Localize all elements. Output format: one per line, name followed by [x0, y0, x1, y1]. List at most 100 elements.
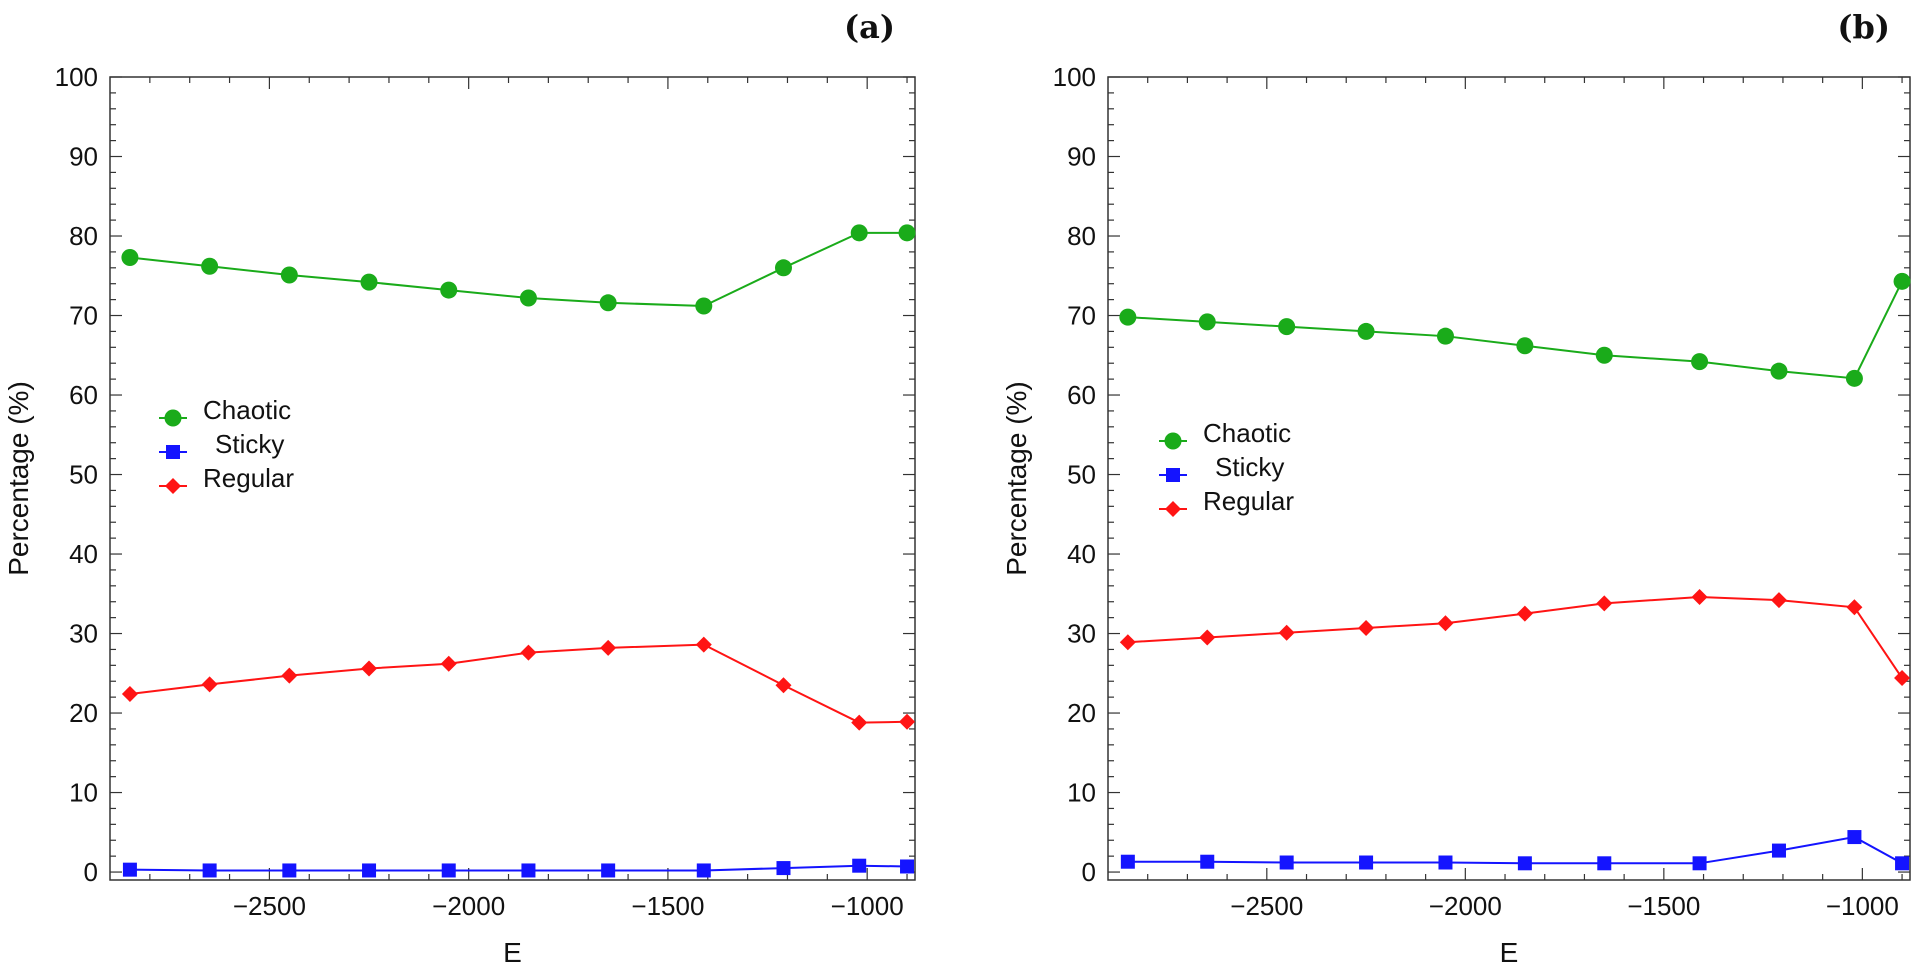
- x-tick-label: −2500: [233, 891, 306, 921]
- y-tick-label: 60: [69, 380, 98, 410]
- regular-series-line: [1127, 595, 1903, 679]
- x-axis-title: E: [1500, 937, 1519, 966]
- legend: Chaotic Sticky Regular: [1159, 418, 1294, 517]
- regular-data-point: [1119, 634, 1136, 651]
- regular-data-point: [1691, 588, 1708, 605]
- y-tick-label: 10: [1067, 778, 1096, 808]
- chaotic-data-point: [1278, 318, 1296, 336]
- sticky-data-point: [122, 862, 137, 877]
- sticky-data-point: [1279, 855, 1294, 870]
- chaotic-data-point: [1770, 362, 1788, 380]
- sticky-data-point: [852, 858, 867, 873]
- y-tick-label: 30: [1067, 619, 1096, 649]
- sticky-data-point: [521, 863, 536, 878]
- chaotic-data-point: [1198, 313, 1216, 331]
- sticky-data-point: [900, 859, 915, 874]
- legend-sticky-marker: [166, 445, 180, 459]
- legend-regular-label: Regular: [1203, 486, 1294, 516]
- sticky-data-point: [362, 863, 377, 878]
- y-tick-label: 60: [1067, 380, 1096, 410]
- x-tick-label: −2000: [432, 891, 505, 921]
- panel-label: (b): [1837, 8, 1890, 46]
- chaotic-data-point: [519, 289, 537, 307]
- regular-data-point: [1596, 595, 1613, 612]
- plot-frame: [109, 76, 916, 881]
- x-tick-label: −1000: [1826, 891, 1899, 921]
- y-axis-title: Percentage (%): [1001, 381, 1032, 576]
- chaotic-data-point: [1595, 346, 1613, 364]
- sticky-data-point: [1847, 830, 1862, 845]
- sticky-data-point: [202, 863, 217, 878]
- chaotic-data-point: [440, 281, 458, 299]
- plot-frame: [1107, 76, 1911, 881]
- y-tick-label: 30: [69, 619, 98, 649]
- regular-data-point: [1770, 592, 1787, 609]
- sticky-data-point: [1597, 856, 1612, 871]
- y-tick-label: 90: [1067, 142, 1096, 172]
- sticky-data-point: [1895, 856, 1910, 871]
- x-tick-label: −1000: [831, 891, 904, 921]
- legend-chaotic-label: Chaotic: [203, 395, 291, 425]
- regular-data-point: [1437, 615, 1454, 632]
- chaotic-data-point: [1845, 369, 1863, 387]
- y-tick-label: 20: [1067, 698, 1096, 728]
- x-axis-title: E: [503, 937, 522, 966]
- chaotic-data-point: [1893, 272, 1911, 290]
- regular-data-point: [1894, 670, 1911, 687]
- regular-data-point: [1199, 629, 1216, 646]
- chaotic-data-point: [850, 224, 868, 242]
- sticky-data-point: [282, 863, 297, 878]
- y-tick-label: 0: [84, 857, 98, 887]
- regular-data-point: [440, 655, 457, 672]
- sticky-data-point: [1120, 854, 1135, 869]
- legend-chaotic-label: Chaotic: [1203, 418, 1291, 448]
- y-tick-label: 10: [69, 778, 98, 808]
- sticky-data-point: [441, 863, 456, 878]
- regular-data-point: [121, 685, 138, 702]
- sticky-data-point: [1200, 854, 1215, 869]
- legend-sticky-label: Sticky: [1215, 452, 1284, 482]
- y-tick-label: 70: [69, 301, 98, 331]
- panel-b: 0 10 20 30 40 50 60 70 80 90 100 −2500 −2000 −1500 −10…: [1001, 8, 1911, 966]
- sticky-data-point: [601, 863, 616, 878]
- chaotic-data-point: [280, 266, 298, 284]
- y-tick-label: 40: [1067, 539, 1096, 569]
- sticky-data-point: [776, 861, 791, 876]
- sticky-data-point: [1771, 843, 1786, 858]
- sticky-data-point: [1517, 856, 1532, 871]
- regular-data-point: [520, 644, 537, 661]
- chaotic-data-point: [1119, 308, 1137, 326]
- y-axis-title: Percentage (%): [3, 381, 34, 576]
- sticky-data-point: [696, 863, 711, 878]
- chaotic-data-point: [695, 297, 713, 315]
- chaotic-data-point: [774, 259, 792, 277]
- regular-data-point: [201, 676, 218, 693]
- regular-data-point: [361, 660, 378, 677]
- regular-data-point: [1278, 624, 1295, 641]
- sticky-data-point: [1692, 856, 1707, 871]
- chaotic-data-point: [1691, 353, 1709, 371]
- y-tick-label: 80: [69, 221, 98, 251]
- x-tick-label: −1500: [631, 891, 704, 921]
- y-tick-label: 80: [1067, 221, 1096, 251]
- y-tick-label: 50: [1067, 460, 1096, 490]
- regular-series-line: [129, 643, 908, 724]
- regular-data-point: [281, 667, 298, 684]
- chaotic-data-point: [121, 248, 139, 266]
- legend-regular-marker: [165, 478, 181, 494]
- chaotic-data-point: [599, 294, 617, 312]
- legend: Chaotic Sticky Regular: [159, 395, 294, 494]
- panel-a: 0 10 20 30 40 50 60 70 80 90 100 −2500 −2000 −1500 −10…: [3, 8, 916, 966]
- chaotic-data-point: [1357, 322, 1375, 340]
- legend-sticky-marker: [1166, 468, 1180, 482]
- y-tick-label: 40: [69, 539, 98, 569]
- regular-data-point: [775, 677, 792, 694]
- regular-data-point: [695, 636, 712, 653]
- legend-regular-label: Regular: [203, 463, 294, 493]
- regular-data-point: [1516, 605, 1533, 622]
- y-tick-label: 90: [69, 142, 98, 172]
- legend-chaotic-marker: [164, 409, 182, 427]
- legend-chaotic-marker: [1164, 432, 1182, 450]
